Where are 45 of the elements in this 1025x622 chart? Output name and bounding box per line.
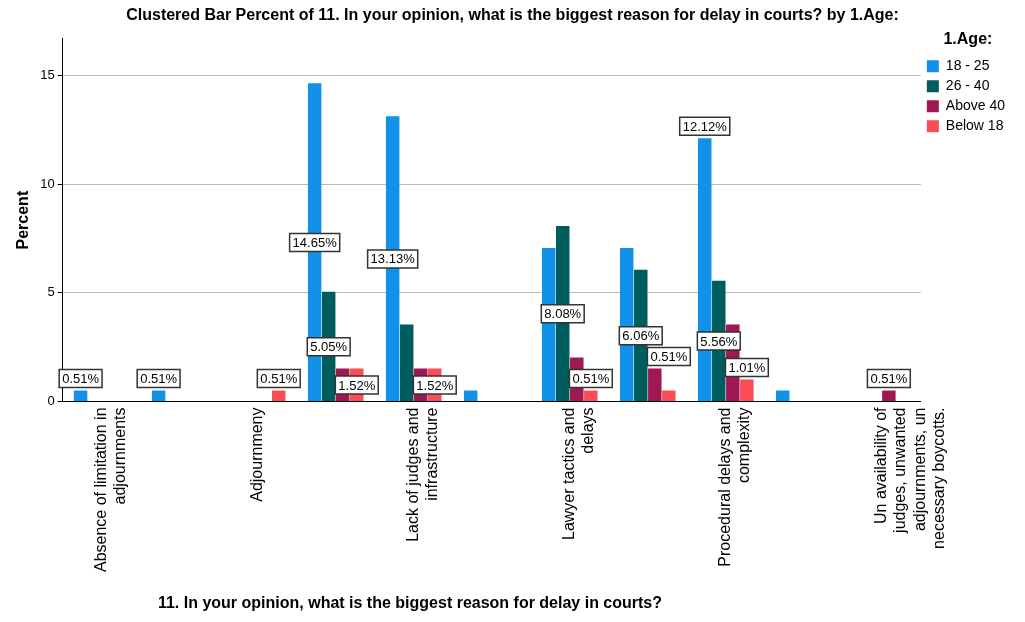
data-label: 13.13% — [370, 251, 416, 267]
bar — [648, 368, 662, 401]
data-label: 1.01% — [728, 360, 766, 376]
data-label: 0.51% — [260, 370, 298, 386]
legend-label: 18 - 25 — [945, 57, 990, 74]
data-label: 1.52% — [416, 377, 454, 393]
data-label: 12.12% — [682, 118, 728, 134]
y-tick-label: 5 — [47, 284, 55, 300]
data-label: 0.51% — [140, 370, 178, 386]
bar — [399, 324, 414, 401]
bar — [73, 390, 88, 401]
y-tick-label: 0 — [47, 393, 55, 409]
data-label: 0.51% — [62, 370, 100, 386]
x-tick-label: Un availability of judges, unwanted adjournments, un necessary boycotts. — [872, 406, 947, 549]
x-tick-label: Lack of judges and infrastructure — [404, 407, 441, 542]
data-label: 8.08% — [544, 306, 582, 322]
x-tick-label: Adjournmeny — [248, 407, 266, 502]
x-axis-title: 11. In your opinion, what is the biggest reason for delay in courts? — [156, 594, 664, 612]
data-label: 0.51% — [572, 370, 610, 386]
bar — [662, 390, 676, 401]
legend-title: 1.Age: — [943, 30, 993, 48]
data-label: 1.52% — [338, 377, 376, 393]
bar — [882, 390, 896, 401]
bar — [151, 390, 166, 401]
y-tick-label: 15 — [40, 67, 55, 83]
legend-label: 26 - 40 — [945, 77, 990, 94]
bar — [584, 390, 598, 401]
legend-label: Above 40 — [945, 97, 1006, 114]
bar — [463, 390, 478, 401]
x-tick-label: Procedural delays and complexity — [716, 407, 753, 567]
data-label: 6.06% — [622, 328, 660, 344]
data-label: 14.65% — [292, 234, 338, 250]
bar — [272, 390, 286, 401]
bar — [776, 390, 790, 401]
x-tick-label: Lawyer tactics and delays — [560, 407, 597, 540]
y-tick-label: 10 — [40, 175, 55, 191]
chart-title: Clustered Bar Percent of 11. In your opinion, what is the biggest reason for delay in courts? by 1.Age: — [125, 6, 900, 24]
bar — [740, 379, 754, 401]
data-label: 5.56% — [700, 333, 738, 349]
data-label: 0.51% — [650, 349, 688, 365]
data-label: 0.51% — [870, 370, 908, 386]
y-axis-title: Percent — [14, 190, 32, 250]
x-tick-label: Absence of limitation in adjournments — [92, 407, 129, 572]
legend-label: Below 18 — [945, 117, 1004, 134]
data-label: 5.05% — [310, 339, 348, 355]
